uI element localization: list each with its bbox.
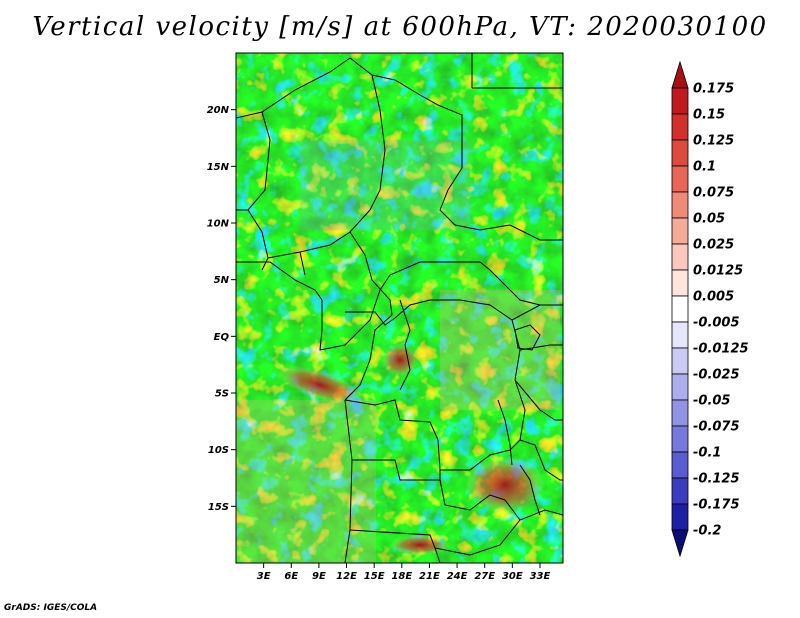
- lon-tick-label: 24E: [447, 571, 468, 582]
- colorbar-label: 0.025: [693, 238, 734, 253]
- colorbar-swatch: [671, 60, 689, 89]
- colorbar-swatch: [671, 451, 689, 479]
- colorbar-swatch: [671, 373, 689, 401]
- colorbar-swatch: [671, 477, 689, 505]
- colorbar-swatch: [671, 191, 689, 219]
- colorbar-label: -0.2: [693, 524, 721, 539]
- colorbar-label: 0.1: [693, 160, 716, 175]
- lon-tick-label: 21E: [419, 571, 440, 582]
- colorbar-label: -0.125: [693, 472, 740, 487]
- lon-tick-label: 15E: [364, 571, 385, 582]
- colorbar-swatch: [671, 165, 689, 193]
- colorbar-swatch: [671, 295, 689, 323]
- colorbar-label: -0.175: [693, 498, 740, 513]
- lon-tick-label: 27E: [474, 571, 495, 582]
- lon-tick-label: 18E: [391, 571, 412, 582]
- lon-tick-label: 12E: [336, 571, 357, 582]
- lat-tick-label: 5N: [214, 275, 230, 286]
- map-title: Vertical velocity [m/s] at 600hPa, VT: 2…: [32, 12, 768, 42]
- lat-tick-label: 20N: [207, 105, 230, 116]
- colorbar-label: -0.0125: [693, 342, 749, 357]
- colorbar-swatch: [671, 269, 689, 297]
- colorbar-swatch: [671, 113, 689, 141]
- longitude-axis: 3E 6E 9E 12E 15E 18E 21E 24E 27E 30E 33E: [257, 563, 551, 582]
- colorbar-swatch: [671, 217, 689, 245]
- colorbar-swatch: [671, 321, 689, 349]
- country-borders: [236, 53, 563, 563]
- lon-tick-label: 3E: [257, 571, 271, 582]
- lon-tick-label: 33E: [530, 571, 551, 582]
- velocity-field: [236, 53, 563, 563]
- colorbar-label: -0.025: [693, 368, 740, 383]
- lat-tick-label: EQ: [214, 332, 230, 343]
- colorbar-swatch: [671, 347, 689, 375]
- colorbar: 0.175 0.15 0.125 0.1 0.075 0.05 0.025 0.0125 0.0…: [671, 60, 749, 558]
- latitude-axis: 20N 15N 10N 5N EQ 5S 10S 15S: [207, 105, 236, 513]
- lon-tick-label: 6E: [284, 571, 298, 582]
- colorbar-swatch: [671, 529, 689, 558]
- colorbar-label: 0.075: [693, 186, 734, 201]
- colorbar-label: 0.125: [693, 134, 734, 149]
- lat-tick-label: 15S: [208, 502, 229, 513]
- colorbar-label: 0.15: [693, 108, 725, 123]
- colorbar-swatch: [671, 243, 689, 271]
- lat-tick-label: 5S: [215, 389, 229, 400]
- colorbar-swatch: [671, 425, 689, 453]
- colorbar-swatch: [671, 399, 689, 427]
- grads-credit: GrADS: IGES/COLA: [4, 603, 98, 613]
- colorbar-label: -0.075: [693, 420, 740, 435]
- lat-tick-label: 10N: [207, 219, 230, 230]
- colorbar-label: 0.05: [693, 212, 725, 227]
- colorbar-swatch: [671, 87, 689, 115]
- colorbar-label: 0.005: [693, 290, 734, 305]
- colorbar-swatch: [671, 503, 689, 531]
- colorbar-label: 0.175: [693, 82, 734, 97]
- lon-tick-label: 30E: [502, 571, 523, 582]
- lat-tick-label: 15N: [207, 162, 230, 173]
- map-frame: [235, 52, 564, 564]
- colorbar-label: 0.0125: [693, 264, 743, 279]
- lat-tick-label: 10S: [208, 445, 229, 456]
- colorbar-label: -0.05: [693, 394, 730, 409]
- colorbar-label: -0.005: [693, 316, 740, 331]
- lon-tick-label: 9E: [312, 571, 326, 582]
- colorbar-label: -0.1: [693, 446, 721, 461]
- colorbar-swatch: [671, 139, 689, 167]
